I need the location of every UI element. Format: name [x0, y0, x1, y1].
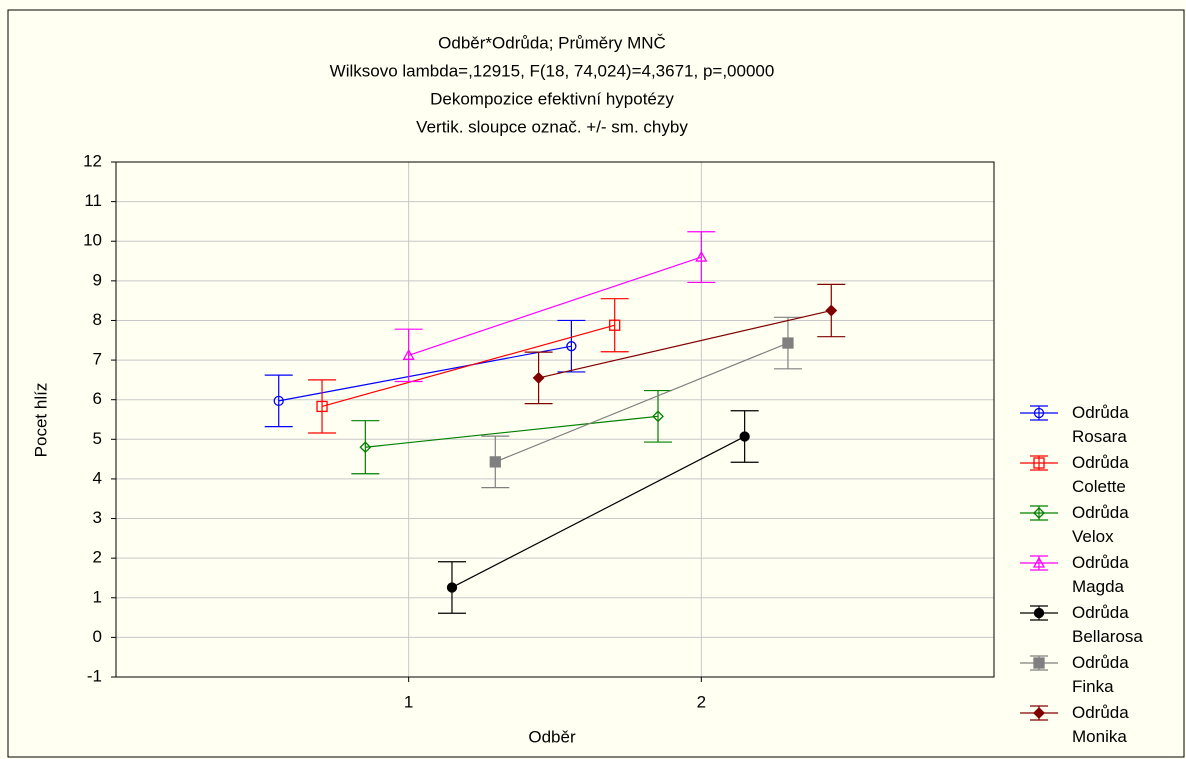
marker	[316, 400, 328, 413]
marker	[489, 456, 501, 468]
series-line	[408, 256, 702, 356]
legend-marker	[1033, 657, 1045, 669]
error-bar	[687, 231, 716, 284]
subtitle: Wilksovo lambda=,12915, F(18, 74,024)=4,…	[330, 61, 775, 80]
marker	[782, 337, 794, 349]
marker	[446, 582, 458, 593]
marker	[652, 410, 664, 423]
legend-label: Odrůda Finka	[1072, 653, 1129, 696]
plot-border	[115, 161, 995, 678]
legend-entry: Odrůda Monika	[1072, 703, 1129, 746]
legend-label: Odrůda Rosara	[1072, 403, 1129, 446]
error-bar	[600, 298, 629, 353]
legend-label: Odrůda Monika	[1072, 703, 1129, 746]
y-tick-label: 4	[93, 468, 102, 487]
subtitle: Dekompozice efektivní hypotézy	[430, 89, 674, 108]
legend-entry: Odrůda Velox	[1072, 503, 1129, 546]
series-line	[495, 342, 789, 463]
y-tick-label: -1	[87, 666, 102, 685]
error-bar	[308, 379, 337, 434]
legend-label: Odrůda Velox	[1072, 503, 1129, 546]
y-tick-label: 11	[84, 191, 102, 210]
legend-swatch	[1020, 505, 1058, 521]
error-bar	[644, 389, 673, 443]
chart-title: Odběr*Odrůda; Průměry MNČ	[438, 33, 666, 52]
marker	[566, 341, 577, 352]
y-axis-label: Pocet hlíz	[31, 383, 50, 458]
legend-entry: Odrůda Magda	[1072, 553, 1129, 596]
marker	[359, 441, 372, 454]
y-tick-label: 5	[93, 429, 102, 448]
error-bar	[351, 420, 380, 475]
legend-entry: Odrůda Rosara	[1072, 403, 1129, 446]
legend-swatch	[1020, 555, 1058, 571]
legend-marker	[1033, 507, 1045, 519]
legend-marker	[1032, 556, 1046, 568]
x-tick-label: 2	[697, 692, 706, 711]
series-line	[321, 324, 615, 408]
legend-label: Odrůda Bellarosa	[1072, 603, 1143, 646]
y-tick-label: 7	[93, 350, 102, 369]
y-tick-label: 8	[93, 310, 102, 329]
marker	[273, 395, 284, 407]
y-tick-label: 10	[83, 231, 102, 250]
legend-swatch	[1020, 455, 1058, 471]
error-bar	[394, 328, 423, 383]
marker	[609, 319, 621, 331]
marker	[739, 431, 750, 442]
marker	[532, 371, 545, 384]
marker	[402, 348, 415, 360]
legend-marker	[1033, 407, 1045, 419]
y-tick-label: 0	[93, 627, 102, 646]
legend-label: Odrůda Magda	[1072, 553, 1129, 596]
y-tick-label: 6	[93, 389, 102, 408]
series-line	[278, 345, 572, 402]
y-tick-label: 12	[83, 151, 102, 170]
error-bar	[264, 374, 293, 428]
y-tick-label: 3	[93, 508, 102, 527]
legend-entry: Odrůda Bellarosa	[1072, 603, 1143, 646]
legend-swatch	[1020, 405, 1058, 421]
legend-marker	[1033, 457, 1045, 469]
legend-marker	[1033, 707, 1045, 719]
marker	[695, 250, 708, 262]
x-axis-label: Odběr	[528, 727, 576, 746]
y-tick-label: 2	[93, 548, 102, 567]
series-line	[365, 415, 659, 448]
y-tick-label: 9	[93, 270, 102, 289]
legend-marker	[1033, 607, 1045, 619]
series-line	[538, 309, 832, 379]
y-tick-label: 1	[93, 587, 102, 606]
legend-entry: Odrůda Colette	[1072, 453, 1129, 496]
marker	[825, 304, 838, 317]
legend-entry: Odrůda Finka	[1072, 653, 1129, 696]
legend-label: Odrůda Colette	[1072, 453, 1129, 496]
subtitle: Vertik. sloupce označ. +/- sm. chyby	[416, 117, 688, 136]
series-line	[451, 436, 745, 589]
x-tick-label: 1	[404, 692, 413, 711]
plot-area	[116, 162, 994, 677]
